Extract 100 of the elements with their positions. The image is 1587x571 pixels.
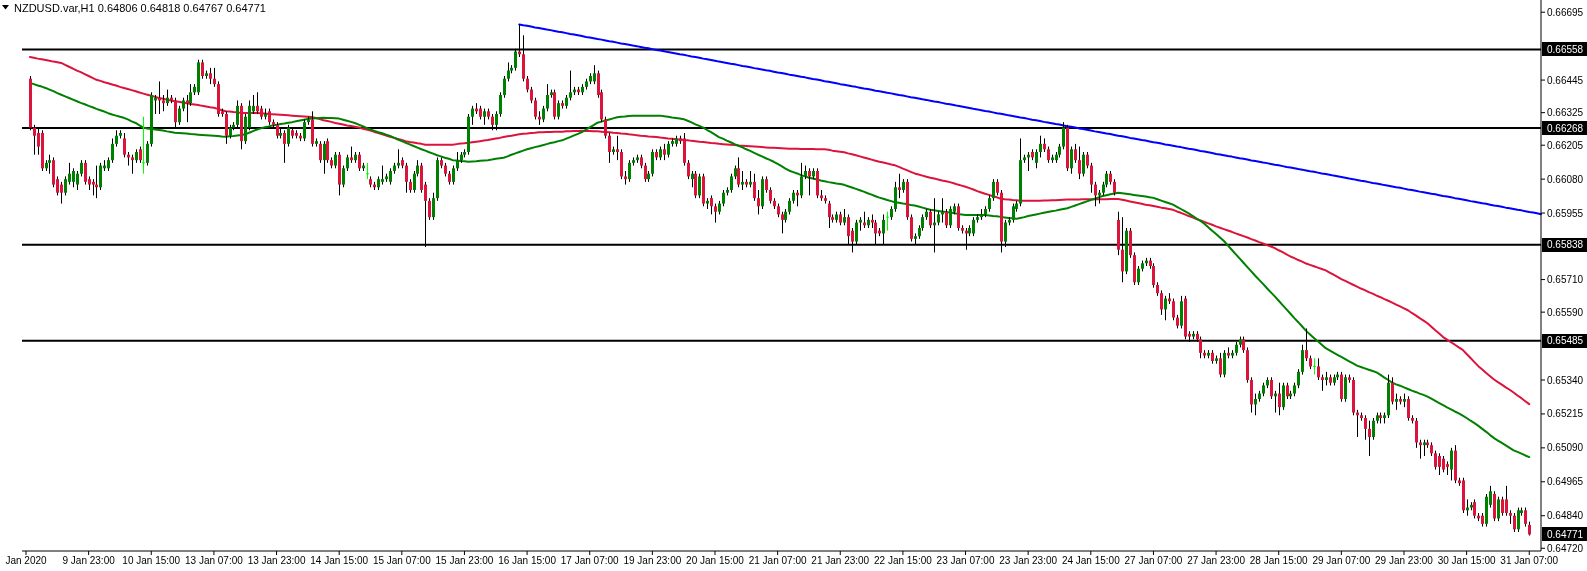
candlestick xyxy=(1254,393,1257,416)
x-tick-label: 15 Jan 23:00 xyxy=(435,555,494,567)
candlestick xyxy=(319,140,322,164)
candlestick xyxy=(1074,143,1077,164)
candlestick xyxy=(730,173,733,194)
y-tick-label: 0.64840 xyxy=(1547,510,1584,522)
candlestick xyxy=(1391,376,1394,405)
candlestick xyxy=(1137,265,1140,286)
candlestick xyxy=(1313,357,1316,376)
candlestick xyxy=(432,192,435,221)
candlestick xyxy=(503,75,506,99)
x-tick-label: 23 Jan 07:00 xyxy=(936,555,995,567)
y-tick-label: 0.66080 xyxy=(1547,173,1584,185)
x-tick-label: 9 Jan 23:00 xyxy=(62,555,116,567)
candlestick xyxy=(1012,203,1015,224)
candlestick xyxy=(651,148,654,177)
ref-line-label: 0.65485 xyxy=(1547,335,1584,347)
y-tick-label: 0.65090 xyxy=(1547,442,1584,454)
candlestick xyxy=(557,99,560,120)
candlestick xyxy=(1344,374,1347,403)
x-tick-label: 16 Jan 15:00 xyxy=(498,555,557,567)
candlestick xyxy=(499,91,502,118)
candlestick xyxy=(698,173,701,199)
y-tick-label: 0.65215 xyxy=(1547,408,1584,420)
candlestick xyxy=(753,173,756,202)
candlestick xyxy=(1152,262,1155,289)
x-tick-label: 28 Jan 15:00 xyxy=(1249,555,1309,567)
candlestick xyxy=(1419,439,1422,460)
candlestick xyxy=(593,64,596,85)
y-tick-label: 0.66695 xyxy=(1547,6,1584,18)
candlestick xyxy=(323,140,326,175)
candlestick xyxy=(1172,298,1175,321)
candlestick xyxy=(1078,146,1081,180)
candlestick xyxy=(84,159,87,186)
candlestick xyxy=(1317,357,1320,381)
ref-line-label: 0.66268 xyxy=(1547,122,1584,134)
candlestick xyxy=(546,83,549,112)
y-tick-label: 0.65955 xyxy=(1547,207,1584,219)
y-tick-label: 0.66205 xyxy=(1547,139,1584,151)
candlestick xyxy=(949,205,952,229)
candlestick xyxy=(76,170,79,191)
candlestick xyxy=(1501,496,1504,517)
candlestick xyxy=(186,94,189,123)
chart-title: NZDUSD.var,H1 0.64806 0.64818 0.64767 0.64771 xyxy=(14,2,266,14)
x-tick-label: 29 Jan 07:00 xyxy=(1312,555,1371,567)
line-series xyxy=(518,23,1542,216)
candlestick xyxy=(898,173,901,199)
candlestick xyxy=(111,137,114,164)
y-tick-label: 0.64965 xyxy=(1547,476,1584,488)
candlestick xyxy=(957,203,960,232)
candlestick xyxy=(757,189,760,215)
candlestick xyxy=(428,197,431,221)
y-tick-label: 0.65340 xyxy=(1547,374,1584,386)
candlestick xyxy=(1301,344,1304,376)
candlestick xyxy=(1160,289,1163,316)
x-tick-label: 23 Jan 23:00 xyxy=(999,555,1058,567)
x-tick-label: 27 Jan 07:00 xyxy=(1124,555,1183,567)
candlestick xyxy=(1513,512,1516,533)
candlestick xyxy=(1090,162,1093,194)
candlestick xyxy=(1438,452,1441,476)
x-tick-label: 24 Jan 15:00 xyxy=(1061,555,1121,567)
candlestick xyxy=(131,154,134,175)
candlestick xyxy=(1415,417,1418,449)
candlestick xyxy=(456,151,459,172)
candlestick xyxy=(910,213,913,243)
candlestick xyxy=(146,140,149,167)
candlestick xyxy=(945,208,948,229)
candlestick xyxy=(1278,382,1281,416)
x-tick-label: 20 Jan 15:00 xyxy=(686,555,745,567)
x-tick-label: 30 Jan 15:00 xyxy=(1437,555,1496,567)
x-tick-label: 10 Jan 15:00 xyxy=(122,555,181,567)
x-tick-label: 13 Jan 23:00 xyxy=(247,555,306,567)
candlestick xyxy=(366,162,369,180)
x-tick-label: 29 Jan 23:00 xyxy=(1375,555,1434,567)
candlestick xyxy=(99,162,102,191)
candlestick xyxy=(1094,181,1097,207)
candlestick xyxy=(628,159,631,183)
candlestick xyxy=(1270,376,1273,400)
candlestick xyxy=(213,67,216,88)
candlestick xyxy=(886,211,889,232)
candlestick xyxy=(1223,349,1226,378)
x-tick-label: 22 Jan 15:00 xyxy=(873,555,933,567)
x-tick-label: 31 Jan 07:00 xyxy=(1500,555,1559,567)
candlestick xyxy=(123,132,126,158)
candlestick xyxy=(1434,450,1437,471)
candlestick xyxy=(1282,382,1285,411)
candlestick xyxy=(714,203,717,224)
candlestick xyxy=(1497,496,1500,522)
candlestick xyxy=(1164,295,1167,321)
candlestick xyxy=(1450,447,1453,481)
candlestick xyxy=(358,151,361,172)
candlestick xyxy=(178,105,181,126)
x-tick-label: 17 Jan 07:00 xyxy=(560,555,620,567)
candlestick xyxy=(1368,420,1371,457)
candlestick xyxy=(72,167,75,188)
candlestick xyxy=(201,59,204,80)
x-tick-label: 21 Jan 07:00 xyxy=(748,555,807,567)
x-tick-label: Jan 2020 xyxy=(5,555,48,567)
x-tick-label: 21 Jan 23:00 xyxy=(811,555,870,567)
x-tick-label: 14 Jan 15:00 xyxy=(310,555,369,567)
